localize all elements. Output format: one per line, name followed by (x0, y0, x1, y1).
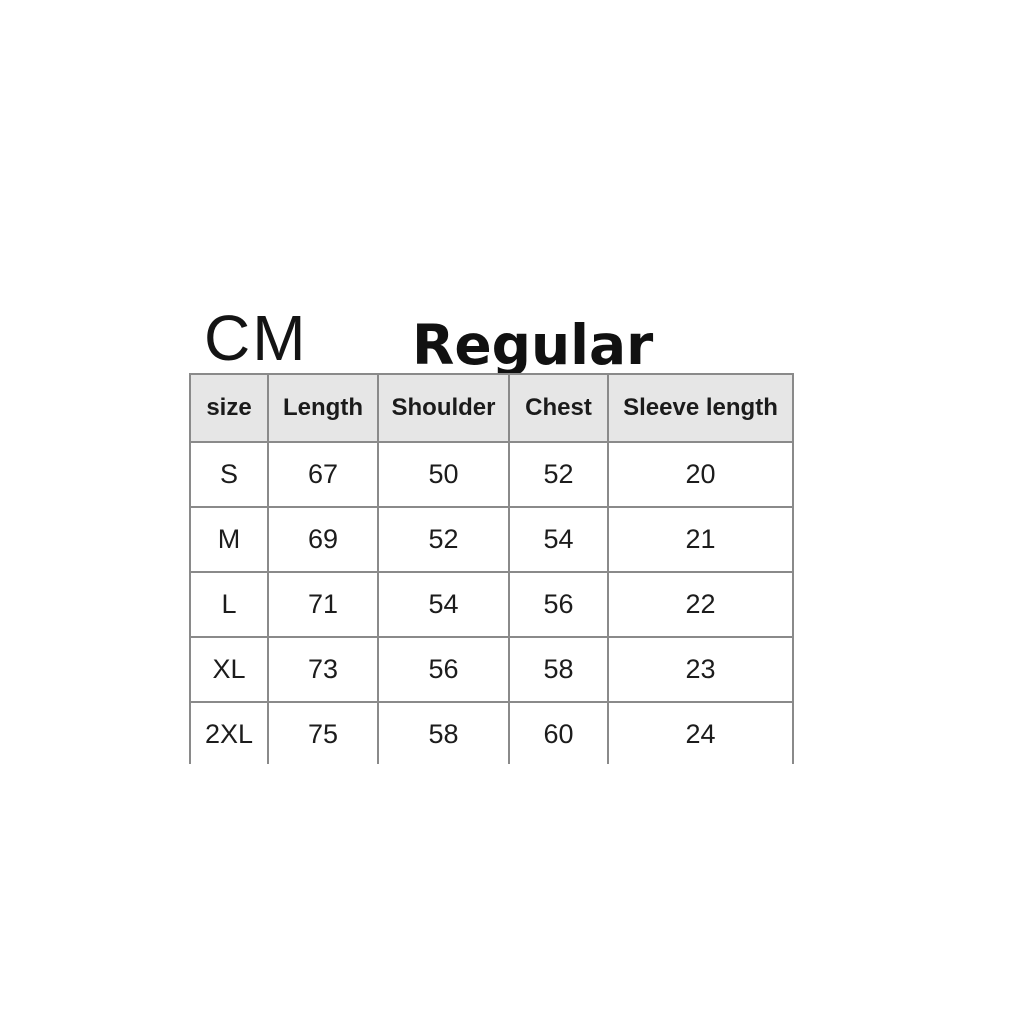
measurement-cell: 56 (508, 571, 609, 638)
measurement-cell: 24 (607, 701, 794, 764)
size-cell: XL (189, 636, 269, 703)
measurement-cell: 58 (508, 636, 609, 703)
measurement-cell: 71 (267, 571, 379, 638)
column-header-sleeve-length: Sleeve length (607, 373, 794, 443)
size-cell: 2XL (189, 701, 269, 764)
measurement-cell: 54 (508, 506, 609, 573)
table-row: S 67 50 52 20 (189, 441, 794, 508)
size-table-body: S 67 50 52 20 M 69 52 54 21 L 71 54 56 22 XL 73 56 58 23 2XL… (189, 441, 794, 764)
size-cell: L (189, 571, 269, 638)
table-row: M 69 52 54 21 (189, 506, 794, 573)
measurement-cell: 75 (267, 701, 379, 764)
size-cell: S (189, 441, 269, 508)
size-chart-container: size Length Shoulder Chest Sleeve length… (189, 373, 797, 764)
column-header-size: size (189, 373, 269, 443)
measurement-cell: 22 (607, 571, 794, 638)
measurement-cell: 67 (267, 441, 379, 508)
measurement-cell: 20 (607, 441, 794, 508)
measurement-cell: 73 (267, 636, 379, 703)
column-header-shoulder: Shoulder (377, 373, 510, 443)
size-chart-table: size Length Shoulder Chest Sleeve length… (189, 373, 794, 764)
unit-label: CM (204, 302, 308, 374)
table-row: L 71 54 56 22 (189, 571, 794, 638)
measurement-cell: 23 (607, 636, 794, 703)
measurement-cell: 52 (508, 441, 609, 508)
measurement-cell: 56 (377, 636, 510, 703)
table-row: XL 73 56 58 23 (189, 636, 794, 703)
header-row: size Length Shoulder Chest Sleeve length (189, 373, 794, 443)
size-cell: M (189, 506, 269, 573)
measurement-cell: 52 (377, 506, 510, 573)
table-row: 2XL 75 58 60 24 (189, 701, 794, 764)
column-header-chest: Chest (508, 373, 609, 443)
measurement-cell: 60 (508, 701, 609, 764)
fit-label: Regular (412, 313, 654, 377)
measurement-cell: 50 (377, 441, 510, 508)
measurement-cell: 69 (267, 506, 379, 573)
measurement-cell: 54 (377, 571, 510, 638)
measurement-cell: 21 (607, 506, 794, 573)
column-header-length: Length (267, 373, 379, 443)
measurement-cell: 58 (377, 701, 510, 764)
